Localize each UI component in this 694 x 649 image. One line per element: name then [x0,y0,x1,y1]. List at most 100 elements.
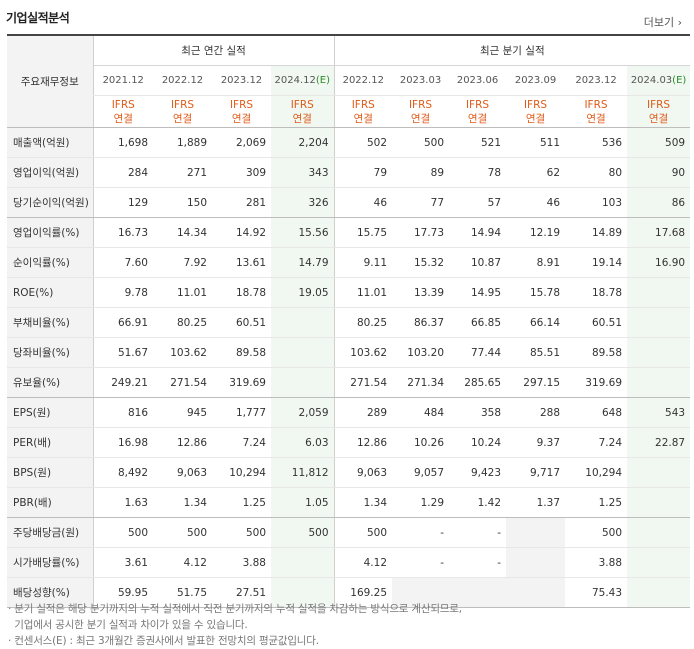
cell-value [271,307,335,338]
cell-value: 129 [92,187,153,218]
cell-value: 75.43 [565,577,628,608]
cell-value: 7.92 [153,247,212,278]
ifrs-badge: IFRS 연결 [92,95,153,128]
ifrs-badge: IFRS 연결 [449,95,507,128]
cell-value: 18.78 [565,277,628,308]
cell-value [627,367,691,398]
cell-value: 484 [392,397,450,428]
cell-value: - [449,517,507,548]
table-row: ROE(%) 9.78 11.01 18.78 19.05 11.01 13.39 14.95… [7,277,691,308]
estimate-mark: (E) [315,75,330,86]
ifrs-badge: IFRS 연결 [153,95,212,128]
table-row: 매출액(억원) 1,698 1,889 2,069 2,204 502 500 521 511 5… [7,127,691,158]
cell-value: 1,889 [153,127,212,158]
cell-value: 297.15 [506,367,566,398]
cell-value: 90 [627,157,691,188]
cell-value [627,457,691,488]
cell-value: 11,812 [271,457,335,488]
cell-value: 79 [333,157,393,188]
row-label: 시가배당률(%) [7,547,93,578]
cell-value: 9,063 [333,457,393,488]
estimate-mark: (E) [672,75,687,86]
ifrs-badge: IFRS 연결 [392,95,450,128]
table-row: EPS(원) 816 945 1,777 2,059 289 484 358 288 648 543 [7,397,691,428]
cell-value: 59.95 [92,577,153,608]
cell-value: 9,057 [392,457,450,488]
cell-value: 309 [212,157,271,188]
cell-value [627,277,691,308]
cell-value [271,337,335,368]
cell-value: 271.34 [392,367,450,398]
cell-value [627,307,691,338]
cell-value: 46 [506,187,566,218]
cell-value: - [392,517,450,548]
row-label: ROE(%) [7,277,93,308]
cell-value: 500 [392,127,450,158]
cell-value: 51.67 [92,337,153,368]
footnotes: · 분기 실적은 해당 분기까지의 누적 실적에서 직전 분기까지의 누적 실적… [8,601,462,649]
cell-value: 4.12 [153,547,212,578]
cell-value: 289 [333,397,393,428]
cell-value: 89 [392,157,450,188]
cell-value: 51.75 [153,577,212,608]
cell-value: 521 [449,127,507,158]
cell-value: 66.91 [92,307,153,338]
ifrs-badge: IFRS 연결 [506,95,566,128]
row-label: 당좌비율(%) [7,337,93,368]
cell-value: 648 [565,397,628,428]
cell-value: 17.73 [392,217,450,248]
cell-value: - [392,547,450,578]
footnote-1: · 분기 실적은 해당 분기까지의 누적 실적에서 직전 분기까지의 누적 실적… [8,603,462,615]
cell-value: 3.88 [212,547,271,578]
cell-value: 9.37 [506,427,566,458]
cell-value: 358 [449,397,507,428]
cell-value: 511 [506,127,566,158]
ifrs-badge: IFRS 연결 [333,95,393,128]
period-header: 2021.12 [92,65,153,96]
cell-value: 8.91 [506,247,566,278]
table-row: 순이익률(%) 7.60 7.92 13.61 14.79 9.11 15.32 10.87 8… [7,247,691,278]
cell-value: 60.51 [212,307,271,338]
cell-value [506,577,566,608]
cell-value: 19.05 [271,277,335,308]
cell-value: 816 [92,397,153,428]
cell-value: 271 [153,157,212,188]
row-label: 당기순이익(억원) [7,187,93,218]
row-header: 주요재무정보 [7,34,93,128]
cell-value: 1.05 [271,487,335,518]
cell-value: 78 [449,157,507,188]
table-row: PBR(배) 1.63 1.34 1.25 1.05 1.34 1.29 1.42 1.37 1.… [7,487,691,518]
cell-value [506,517,566,548]
table-row: 당기순이익(억원) 129 150 281 326 46 77 57 46 103 86 [7,187,691,218]
cell-value: 27.51 [212,577,271,608]
table-row: 배당성향(%) 59.95 51.75 27.51 169.25 75.43 [7,577,691,608]
cell-value: 8,492 [92,457,153,488]
row-label: 부채비율(%) [7,307,93,338]
cell-value: 6.03 [271,427,335,458]
table-row: 영업이익률(%) 16.73 14.34 14.92 15.56 15.75 17.73 14… [7,217,691,248]
row-label: 영업이익(억원) [7,157,93,188]
cell-value: 536 [565,127,628,158]
annual-group-header: 최근 연간 실적 [92,34,335,66]
cell-value: 14.92 [212,217,271,248]
ifrs-badge: IFRS 연결 [627,95,691,128]
cell-value: 284 [92,157,153,188]
table-row: 영업이익(억원) 284 271 309 343 79 89 78 62 80 90 [7,157,691,188]
quarterly-group-header: 최근 분기 실적 [333,34,691,66]
cell-value: 14.95 [449,277,507,308]
ifrs-badge: IFRS 연결 [212,95,271,128]
footnote-3: · 컨센서스(E) : 최근 3개월간 증권사에서 발표한 전망치의 평균값입니… [8,635,319,647]
period-header: 2023.09 [506,65,566,96]
cell-value: 500 [212,517,271,548]
cell-value: 12.19 [506,217,566,248]
cell-value: 15.32 [392,247,450,278]
period-header: 2022.12 [333,65,393,96]
section-title: 기업실적분석 [6,11,70,25]
table-row: 부채비율(%) 66.91 80.25 60.51 80.25 86.37 66.85 66.… [7,307,691,338]
table-row: 주당배당금(원) 500 500 500 500 500- -500 [7,517,691,548]
more-link[interactable]: 더보기 › [643,16,682,29]
cell-value: 14.79 [271,247,335,278]
cell-value: 9,717 [506,457,566,488]
cell-value [627,547,691,578]
table-row: 유보율(%) 249.21 271.54 319.69 271.54 271.34 285.… [7,367,691,398]
